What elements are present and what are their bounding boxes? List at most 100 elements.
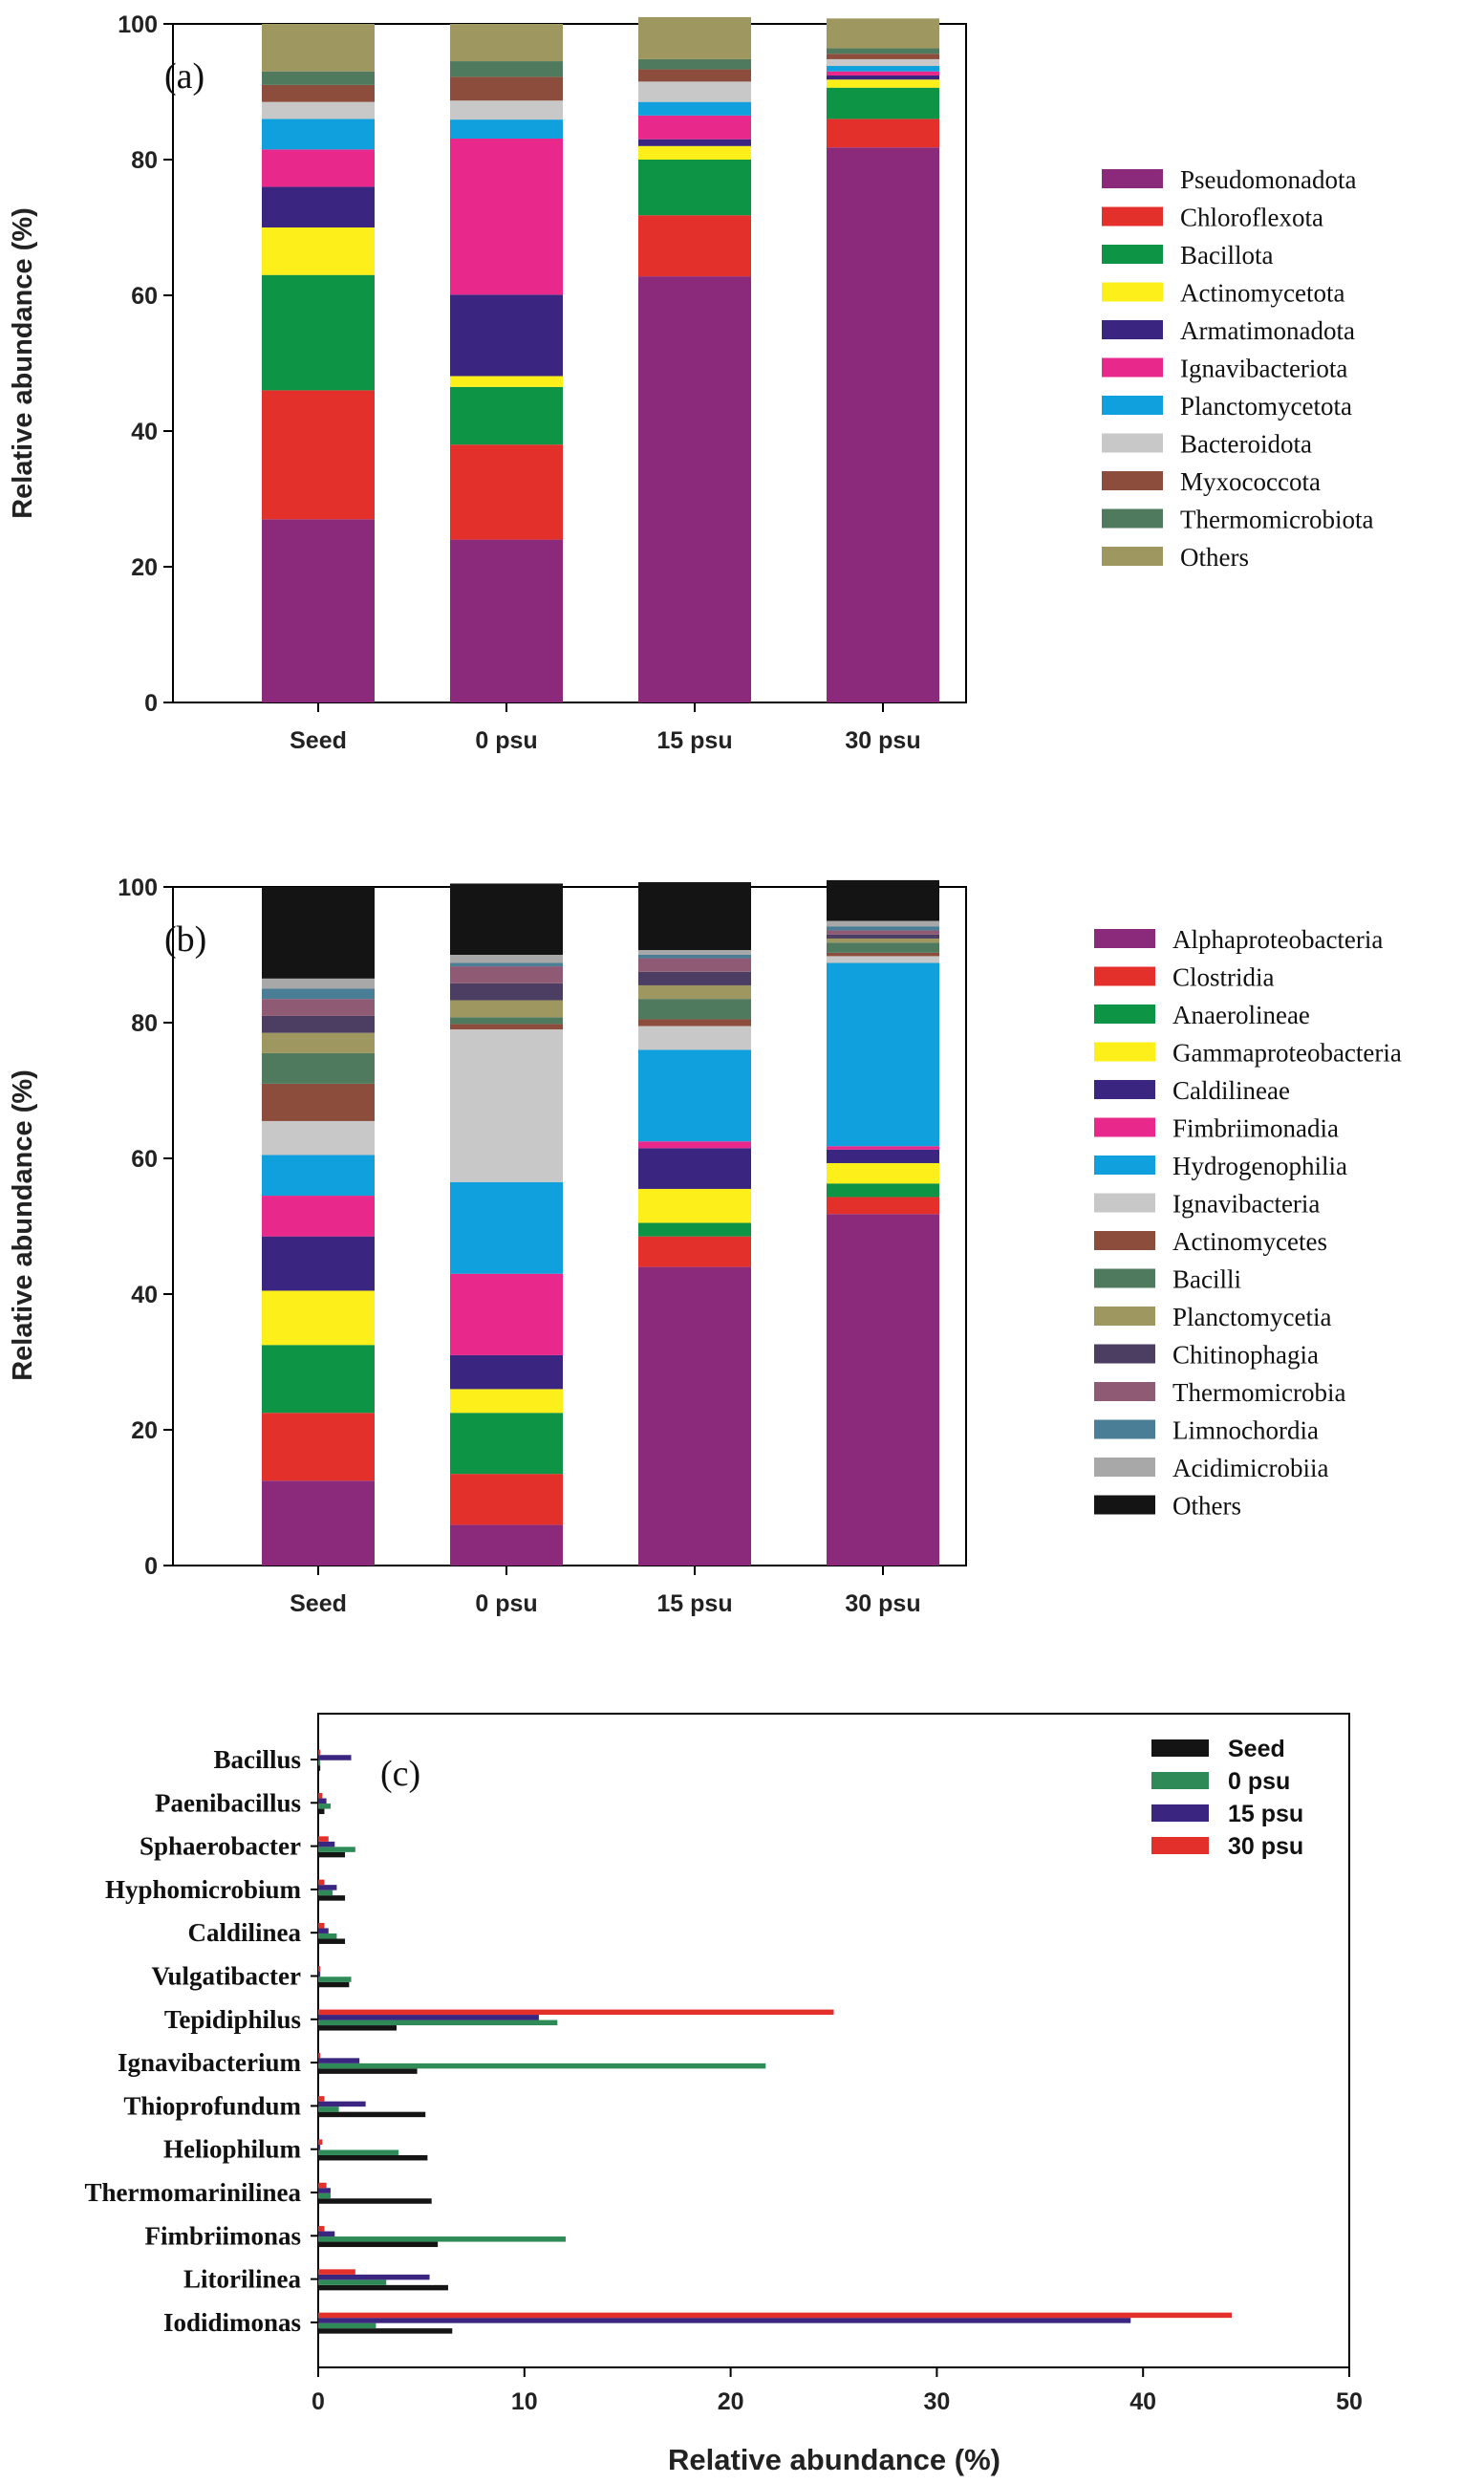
chart-b-bar-segment bbox=[827, 934, 939, 939]
chart-b-bar-segment bbox=[450, 1024, 563, 1030]
chart-a-bar-segment bbox=[638, 81, 751, 102]
chart-a-bar-segment bbox=[827, 66, 939, 72]
chart-b-bar-segment bbox=[827, 1149, 939, 1163]
chart-a-bar-segment bbox=[638, 145, 751, 160]
chart-b-bar-segment bbox=[450, 1354, 563, 1390]
chart-c-bars bbox=[318, 1749, 1232, 2334]
chart-a-bar-segment bbox=[638, 16, 751, 59]
chart-b-legend-swatch bbox=[1094, 1495, 1155, 1515]
chart-a-legend-label: Others bbox=[1180, 543, 1249, 572]
chart-b-bar-segment bbox=[450, 1029, 563, 1182]
chart-a-bar-segment bbox=[262, 186, 375, 227]
chart-b-bar-segment bbox=[827, 1162, 939, 1184]
chart-b-legend-swatch bbox=[1094, 1382, 1155, 1401]
chart-c-bar bbox=[318, 2192, 331, 2199]
chart-c-bar bbox=[318, 1755, 352, 1760]
chart-b-legend-swatch bbox=[1094, 1004, 1155, 1024]
chart-b-bar-segment bbox=[638, 950, 751, 955]
chart-b-bar-segment bbox=[638, 1141, 751, 1149]
chart-a-legend-label: Actinomycetota bbox=[1180, 279, 1344, 308]
chart-a-bar-segment bbox=[827, 87, 939, 119]
chart-b-bar-segment bbox=[450, 1389, 563, 1414]
chart-c-bar bbox=[318, 1847, 355, 1852]
chart-b-bar-segment bbox=[827, 1197, 939, 1215]
chart-c-y-tick-label: Thermomarinilinea bbox=[85, 2178, 302, 2207]
chart-a-bar-segment bbox=[450, 539, 563, 702]
chart-c-bar bbox=[318, 2188, 331, 2193]
chart-b-legend-swatch bbox=[1094, 966, 1155, 986]
chart-b-bar-segment bbox=[262, 1290, 375, 1346]
chart-a-legend-label: Planctomycetota bbox=[1180, 392, 1352, 421]
chart-b-bar-segment bbox=[450, 1000, 563, 1018]
chart-c-bar bbox=[318, 1808, 325, 1815]
chart-b-x-tick-label: 30 psu bbox=[845, 1590, 920, 1617]
chart-b-bar-segment bbox=[827, 879, 939, 921]
chart-a-legend-swatch bbox=[1102, 282, 1163, 302]
chart-b-y-tick-label: 80 bbox=[131, 1010, 158, 1037]
chart-b-legend-label: Fimbriimonadia bbox=[1172, 1114, 1339, 1143]
chart-b-bar-segment bbox=[262, 1345, 375, 1414]
chart-a-bar-segment bbox=[638, 101, 751, 116]
chart-c-y-tick-label: Paenibacillus bbox=[155, 1788, 301, 1817]
chart-a-x-tick-label: 15 psu bbox=[656, 727, 732, 754]
chart-c-x-axis-label: Relative abundance (%) bbox=[668, 2443, 1000, 2476]
chart-c-x-tick-label: 0 bbox=[312, 2388, 325, 2415]
chart-b-bar-segment bbox=[638, 971, 751, 985]
chart-a-bar-segment bbox=[262, 119, 375, 150]
chart-a-bar-segment bbox=[262, 390, 375, 520]
chart-a-bar-segment bbox=[262, 149, 375, 187]
chart-c-bar bbox=[318, 2068, 418, 2074]
chart-b-bar-segment bbox=[450, 1017, 563, 1025]
chart-a-bar-segment bbox=[827, 79, 939, 88]
chart-b-bar-segment bbox=[262, 999, 375, 1016]
chart-c-bar bbox=[318, 1879, 325, 1886]
chart-c-bar bbox=[318, 2063, 766, 2069]
chart-c-bar bbox=[318, 2096, 325, 2102]
chart-a-bar-segment bbox=[262, 71, 375, 85]
chart-c-bar bbox=[318, 2274, 430, 2280]
chart-b-bar-segment bbox=[638, 882, 751, 951]
chart-c-bar bbox=[318, 2279, 387, 2285]
chart-a-bar-segment bbox=[827, 71, 939, 76]
chart-c-bar bbox=[318, 1895, 346, 1901]
chart-b-bar-segment bbox=[262, 1083, 375, 1121]
chart-a-bar-segment bbox=[638, 139, 751, 146]
chart-c-legend: Seed 0 psu 15 psu 30 psu bbox=[1151, 1736, 1303, 1860]
chart-b-y-tick-label: 60 bbox=[131, 1146, 158, 1173]
chart-b-bar-segment bbox=[262, 1155, 375, 1197]
chart-b-x-tick-label: Seed bbox=[290, 1590, 347, 1617]
chart-b-bar-segment bbox=[638, 955, 751, 959]
chart-c-bar bbox=[318, 1922, 325, 1929]
chart-c-x-tick-label: 40 bbox=[1129, 2388, 1156, 2415]
chart-b-legend-label: Alphaproteobacteria bbox=[1172, 925, 1383, 954]
chart-b-legend-swatch bbox=[1094, 1458, 1155, 1477]
chart-b-y-axis: 0 20 40 60 80 100 bbox=[118, 875, 173, 1580]
chart-b-bar-segment bbox=[450, 1524, 563, 1566]
chart-a-legend-swatch bbox=[1102, 508, 1163, 529]
chart-c-legend-swatch bbox=[1151, 1772, 1209, 1789]
chart-a-legend-label: Ignavibacteriota bbox=[1180, 355, 1347, 383]
chart-b-bar-segment bbox=[827, 920, 939, 927]
chart-c-legend-label: 30 psu bbox=[1228, 1833, 1303, 1860]
chart-c-bar bbox=[318, 2052, 321, 2059]
chart-a-legend: Pseudomonadota Chloroflexota Bacillota Acti… bbox=[1102, 165, 1373, 572]
chart-c-bar bbox=[318, 2269, 355, 2275]
chart-c-bar bbox=[318, 2226, 325, 2232]
chart-c-bar bbox=[318, 1966, 321, 1972]
chart-c-bar bbox=[318, 1760, 321, 1766]
chart-b-legend-swatch bbox=[1094, 1042, 1155, 1062]
chart-c-legend-swatch bbox=[1151, 1739, 1209, 1757]
chart-b-legend-swatch bbox=[1094, 1193, 1155, 1213]
chart-a-legend-label: Pseudomonadota bbox=[1180, 165, 1356, 194]
chart-b-bar-segment bbox=[827, 1183, 939, 1198]
chart-a-bar-segment bbox=[450, 61, 563, 77]
chart-b-legend-swatch bbox=[1094, 1419, 1155, 1439]
chart-c-x-tick-label: 20 bbox=[718, 2388, 744, 2415]
chart-c-bar bbox=[318, 2182, 327, 2189]
chart-b-bar-segment bbox=[827, 956, 939, 963]
chart-b-bar-segment bbox=[638, 999, 751, 1020]
chart-c-bar bbox=[318, 2149, 399, 2155]
chart-c-bar bbox=[318, 2154, 428, 2161]
chart-a-legend-swatch bbox=[1102, 357, 1163, 378]
